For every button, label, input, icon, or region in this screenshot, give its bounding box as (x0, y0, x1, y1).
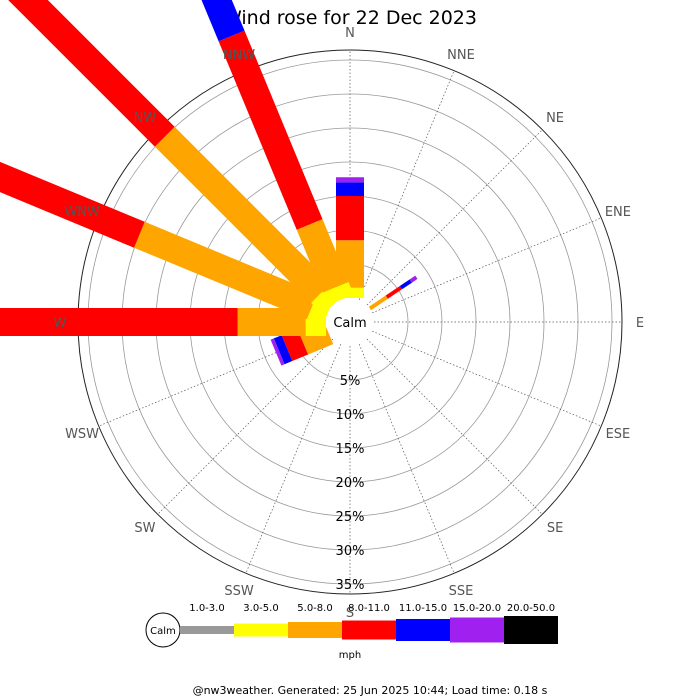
bar-wsw-8-0-11-0 (281, 328, 309, 361)
percent-label-5-: 5% (340, 374, 361, 389)
percent-label-20-: 20% (336, 476, 365, 491)
legend-label-20-0-50-0: 20.0-50.0 (507, 603, 555, 614)
bar-bearing-56-15-0-20-0 (409, 275, 418, 283)
calm-label: Calm (333, 316, 366, 331)
bar-wsw-15-0-20-0 (270, 338, 285, 366)
legend-label-15-0-20-0: 15.0-20.0 (453, 603, 501, 614)
legend-label-8-0-11-0: 8.0-11.0 (348, 603, 390, 614)
bar-wnw-8-0-11-0 (0, 161, 145, 248)
wind-bars (0, 0, 418, 366)
legend-label-5-0-8-0: 5.0-8.0 (297, 603, 332, 614)
direction-label-ese: ESE (606, 427, 631, 442)
bar-n-8-0-11-0 (336, 196, 364, 241)
direction-label-ssw: SSW (224, 584, 254, 599)
direction-label-wnw: WNW (64, 205, 100, 220)
legend-swatch-8-0-11-0 (342, 620, 396, 640)
direction-label-sse: SSE (449, 584, 474, 599)
direction-labels: N NNE NE ENE E ESE SE SSE S SSW SW WSW W WNW NW NNW (54, 26, 645, 621)
percent-label-30-: 30% (336, 544, 365, 559)
legend-label-1-0-3-0: 1.0-3.0 (189, 603, 224, 614)
bar-nw-5-0-8-0 (154, 126, 331, 303)
percent-label-35-: 35% (336, 578, 365, 593)
spoke-ese (372, 330, 602, 427)
bar-n-15-0-20-0 (336, 177, 364, 183)
spoke-ne (366, 129, 543, 306)
bar-bearing-56-8-0-11-0 (385, 286, 402, 299)
spoke-nne (358, 70, 455, 300)
direction-label-ne: NE (546, 111, 564, 126)
bar-bearing-56-11-0-15-0 (399, 279, 412, 290)
legend-swatch-15-0-20-0 (450, 617, 504, 643)
legend-swatch-3-0-5-0 (234, 623, 288, 637)
direction-label-s: S (346, 606, 354, 621)
spoke-sw (157, 338, 334, 515)
direction-label-nw: NW (134, 111, 157, 126)
bar-nnw-3-0-5-0 (322, 281, 354, 306)
direction-label-nnw: NNW (223, 48, 255, 63)
bar-wsw-11-0-15-0 (273, 335, 293, 365)
legend-swatch-5-0-8-0 (288, 622, 342, 638)
footer-text: @nw3weather. Generated: 25 Jun 2025 10:4… (193, 684, 548, 697)
legend-label-3-0-5-0: 3.0-5.0 (243, 603, 278, 614)
spoke-ssw (245, 344, 342, 574)
legend-unit-label: mph (339, 650, 361, 661)
legend-calm-label: Calm (150, 626, 176, 637)
bar-nnw-11-0-15-0 (201, 0, 245, 42)
bar-nnw-5-0-8-0 (296, 219, 349, 293)
bar-n-11-0-15-0 (336, 182, 364, 196)
legend-label-11-0-15-0: 11.0-15.0 (399, 603, 447, 614)
chart-title: Wind rose for 22 Dec 2023 (223, 7, 477, 29)
bar-nnw-8-0-11-0 (218, 30, 323, 230)
direction-label-nne: NNE (447, 48, 475, 63)
percent-label-10-: 10% (336, 408, 365, 423)
legend-swatch-20-0-50-0 (504, 616, 558, 644)
spoke-wsw (98, 330, 328, 427)
bar-w-5-0-8-0 (237, 308, 306, 336)
direction-label-wsw: WSW (65, 427, 99, 442)
bar-w-8-0-11-0 (0, 308, 238, 336)
direction-label-ene: ENE (605, 205, 631, 220)
percent-label-25-: 25% (336, 510, 365, 525)
percent-labels: 5% 10% 15% 20% 25% 30% 35% (336, 374, 365, 593)
bar-bearing-56-5-0-8-0 (368, 295, 388, 311)
direction-label-e: E (636, 316, 644, 331)
spoke-se (366, 338, 543, 515)
percent-label-15-: 15% (336, 442, 365, 457)
speed-legend: Calm mph 1.0-3.0 3.0-5.0 5.0-8.0 8.0-11.0 11… (145, 603, 558, 661)
legend-swatch-11-0-15-0 (396, 619, 450, 641)
spoke-ene (372, 217, 602, 314)
calm-center: Calm (326, 298, 374, 346)
direction-label-w: W (54, 316, 67, 331)
legend-swatch-1-0-3-0 (180, 626, 234, 634)
direction-label-sw: SW (134, 521, 155, 536)
calm-circle (326, 298, 374, 346)
bar-nw-8-0-11-0 (8, 0, 175, 147)
bar-wnw-5-0-8-0 (134, 221, 318, 320)
direction-label-se: SE (547, 521, 563, 536)
direction-label-n: N (345, 26, 355, 41)
spoke-sse (358, 344, 455, 574)
